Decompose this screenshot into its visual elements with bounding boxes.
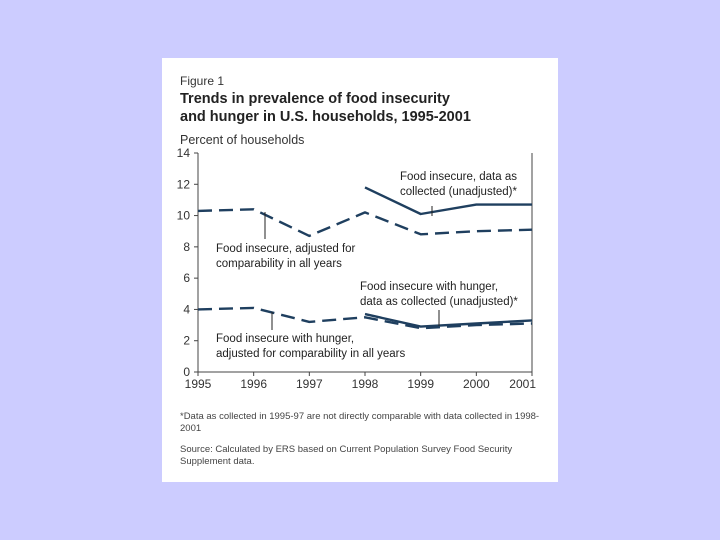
figure-title-line-1: Trends in prevalence of food insecurity — [180, 91, 450, 107]
annotation-line-1: Food insecure, adjusted for — [216, 243, 356, 255]
annotation-line-1: Food insecure with hunger, — [360, 281, 498, 293]
figure-title-line-2: and hunger in U.S. households, 1995-2001 — [180, 109, 471, 125]
annotation-line-1: Food insecure, data as — [400, 171, 517, 183]
footnote: *Data as collected in 1995-97 are not di… — [180, 411, 540, 434]
source-note: Source: Calculated by ERS based on Curre… — [180, 444, 513, 467]
x-tick-label: 1997 — [296, 377, 323, 391]
y-tick-label: 0 — [183, 365, 190, 379]
series-line-4 — [197, 306, 533, 330]
annotation-line-1: Food insecure with hunger, — [216, 333, 354, 345]
y-tick-label: 12 — [177, 177, 191, 191]
y-tick-label: 4 — [183, 302, 190, 316]
annotation-line-2: collected (unadjusted)* — [400, 186, 518, 198]
figure-title: Trends in prevalence of food insecurity … — [180, 90, 471, 126]
series-line-2 — [197, 208, 533, 238]
y-tick-label: 6 — [183, 271, 190, 285]
series-line-1 — [364, 186, 532, 216]
x-tick-label: 1995 — [185, 377, 212, 391]
series-line-3 — [364, 312, 533, 328]
x-tick-label: 1998 — [352, 377, 379, 391]
chart-annotations: Food insecure, data as collected (unadjus… — [216, 171, 518, 360]
annotation-line-2: comparability in all years — [216, 258, 342, 270]
x-tick-label: 2000 — [463, 377, 490, 391]
annotation-line-2: adjusted for comparability in all years — [216, 348, 405, 360]
y-tick-label: 2 — [183, 334, 190, 348]
y-tick-label: 14 — [177, 146, 191, 160]
x-tick-label: 2001 — [509, 377, 536, 391]
figure-label: Figure 1 — [180, 74, 225, 88]
y-tick-label: 8 — [183, 240, 190, 254]
figure-card: Figure 1 Trends in prevalence of food in… — [162, 58, 558, 482]
y-axis-label: Percent of households — [180, 133, 305, 147]
x-tick-label: 1999 — [407, 377, 434, 391]
x-tick-label: 1996 — [240, 377, 267, 391]
annotation-line-2: data as collected (unadjusted)* — [360, 296, 518, 308]
chart-series — [197, 186, 533, 330]
chart-ticks: 0 2 4 6 8 10 12 14 1995 1996 1997 1998 1999 2000 2001 — [177, 146, 537, 391]
y-tick-label: 10 — [177, 209, 191, 223]
